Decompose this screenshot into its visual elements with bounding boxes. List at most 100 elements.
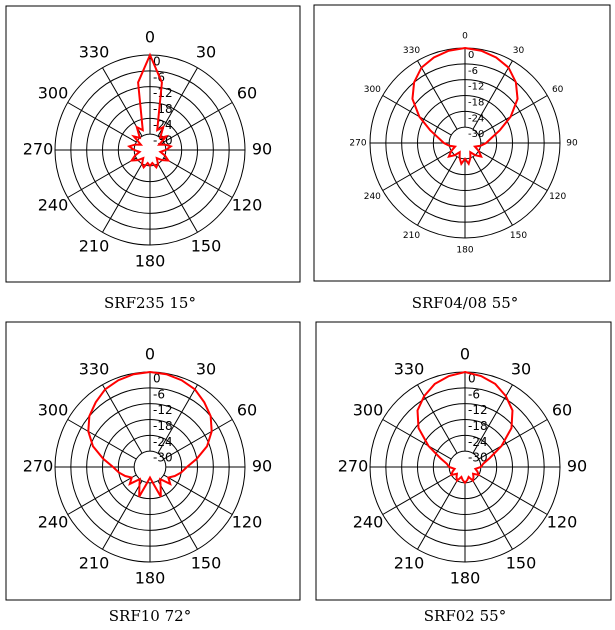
- r-tick-label: -18: [153, 102, 173, 116]
- caption: SRF02 55°: [424, 607, 506, 625]
- r-tick-label: 0: [468, 50, 474, 61]
- theta-tick-label: 120: [232, 196, 263, 215]
- theta-tick-label: 90: [252, 457, 272, 476]
- spoke: [163, 157, 233, 198]
- theta-tick-label: 330: [79, 360, 110, 379]
- theta-tick-label: 270: [23, 140, 54, 159]
- spoke: [67, 102, 137, 143]
- theta-tick-label: 60: [237, 401, 257, 420]
- spoke: [382, 95, 452, 136]
- theta-tick-label: 150: [191, 236, 222, 255]
- theta-tick-label: 180: [450, 569, 481, 588]
- r-tick-label: -18: [468, 419, 488, 433]
- spoke: [102, 480, 143, 550]
- theta-tick-label: 150: [191, 553, 222, 572]
- r-tick-label: -24: [468, 435, 488, 449]
- r-tick-label: -12: [153, 403, 173, 417]
- theta-tick-label: 60: [237, 84, 257, 103]
- spoke: [382, 474, 452, 515]
- r-tick-label: -6: [153, 387, 165, 401]
- spoke: [382, 419, 452, 460]
- spoke: [67, 419, 137, 460]
- spoke: [102, 67, 143, 137]
- r-tick-label: -6: [468, 66, 478, 77]
- theta-tick-label: 270: [338, 457, 369, 476]
- theta-tick-label: 90: [252, 140, 272, 159]
- spoke: [472, 156, 513, 226]
- theta-tick-label: 0: [462, 32, 468, 42]
- spoke: [67, 157, 137, 198]
- theta-tick-label: 0: [460, 345, 470, 364]
- theta-tick-label: 270: [23, 457, 54, 476]
- theta-tick-label: 120: [549, 192, 566, 202]
- spoke: [102, 384, 143, 454]
- theta-tick-label: 90: [567, 457, 587, 476]
- theta-tick-label: 30: [196, 360, 216, 379]
- spoke: [157, 384, 198, 454]
- theta-tick-label: 180: [456, 246, 473, 256]
- theta-tick-label: 30: [511, 360, 531, 379]
- r-tick-label: -18: [468, 98, 484, 109]
- spoke: [417, 480, 458, 550]
- pattern-line: [87, 370, 213, 498]
- spoke: [157, 67, 198, 137]
- caption: SRF04/08 55°: [412, 294, 519, 312]
- r-tick-label: -24: [468, 113, 484, 124]
- theta-tick-label: 270: [349, 139, 366, 149]
- theta-tick-label: 30: [196, 43, 216, 62]
- spoke: [163, 102, 233, 143]
- r-tick-label: -30: [468, 129, 484, 140]
- r-tick-label: -24: [153, 435, 173, 449]
- theta-tick-label: 0: [145, 345, 155, 364]
- spoke: [157, 480, 198, 550]
- theta-tick-label: 330: [79, 43, 110, 62]
- spoke: [472, 60, 513, 130]
- theta-tick-label: 330: [403, 46, 420, 56]
- theta-tick-label: 30: [513, 46, 525, 56]
- panel-frame: [5, 5, 301, 283]
- spoke: [67, 474, 137, 515]
- theta-tick-label: 240: [38, 196, 69, 215]
- theta-tick-label: 0: [145, 28, 155, 47]
- spoke: [478, 419, 548, 460]
- theta-tick-label: 210: [394, 553, 425, 572]
- spoke: [478, 95, 548, 136]
- theta-tick-label: 210: [79, 236, 110, 255]
- theta-tick-label: 240: [364, 192, 381, 202]
- panel-frame: [5, 321, 301, 601]
- theta-tick-label: 300: [364, 85, 381, 95]
- r-tick-label: 0: [153, 372, 161, 386]
- r-tick-label: -30: [153, 451, 173, 465]
- spoke: [417, 156, 458, 226]
- theta-tick-label: 240: [353, 513, 384, 532]
- caption: SRF235 15°: [104, 294, 196, 312]
- theta-tick-label: 180: [135, 569, 166, 588]
- theta-tick-label: 210: [79, 553, 110, 572]
- spoke: [417, 60, 458, 130]
- theta-tick-label: 120: [232, 513, 263, 532]
- pattern-line: [416, 370, 514, 485]
- r-tick-label: 0: [153, 55, 161, 69]
- r-tick-label: -12: [468, 82, 484, 93]
- theta-tick-label: 60: [552, 85, 564, 95]
- panel-frame: [315, 321, 612, 601]
- spoke: [382, 150, 452, 191]
- theta-tick-label: 150: [510, 231, 527, 241]
- r-tick-label: -12: [153, 86, 173, 100]
- theta-tick-label: 300: [38, 401, 69, 420]
- theta-tick-label: 90: [566, 139, 578, 149]
- theta-tick-label: 150: [506, 553, 537, 572]
- theta-tick-label: 330: [394, 360, 425, 379]
- theta-tick-label: 180: [135, 252, 166, 271]
- pattern-line: [127, 52, 173, 170]
- theta-tick-label: 300: [353, 401, 384, 420]
- theta-tick-label: 210: [403, 231, 420, 241]
- spoke: [102, 163, 143, 233]
- r-tick-label: -30: [468, 451, 488, 465]
- r-tick-label: 0: [468, 372, 476, 386]
- panel-frame: [313, 4, 611, 282]
- caption: SRF10 72°: [109, 607, 191, 625]
- spoke: [478, 150, 548, 191]
- spoke: [163, 419, 233, 460]
